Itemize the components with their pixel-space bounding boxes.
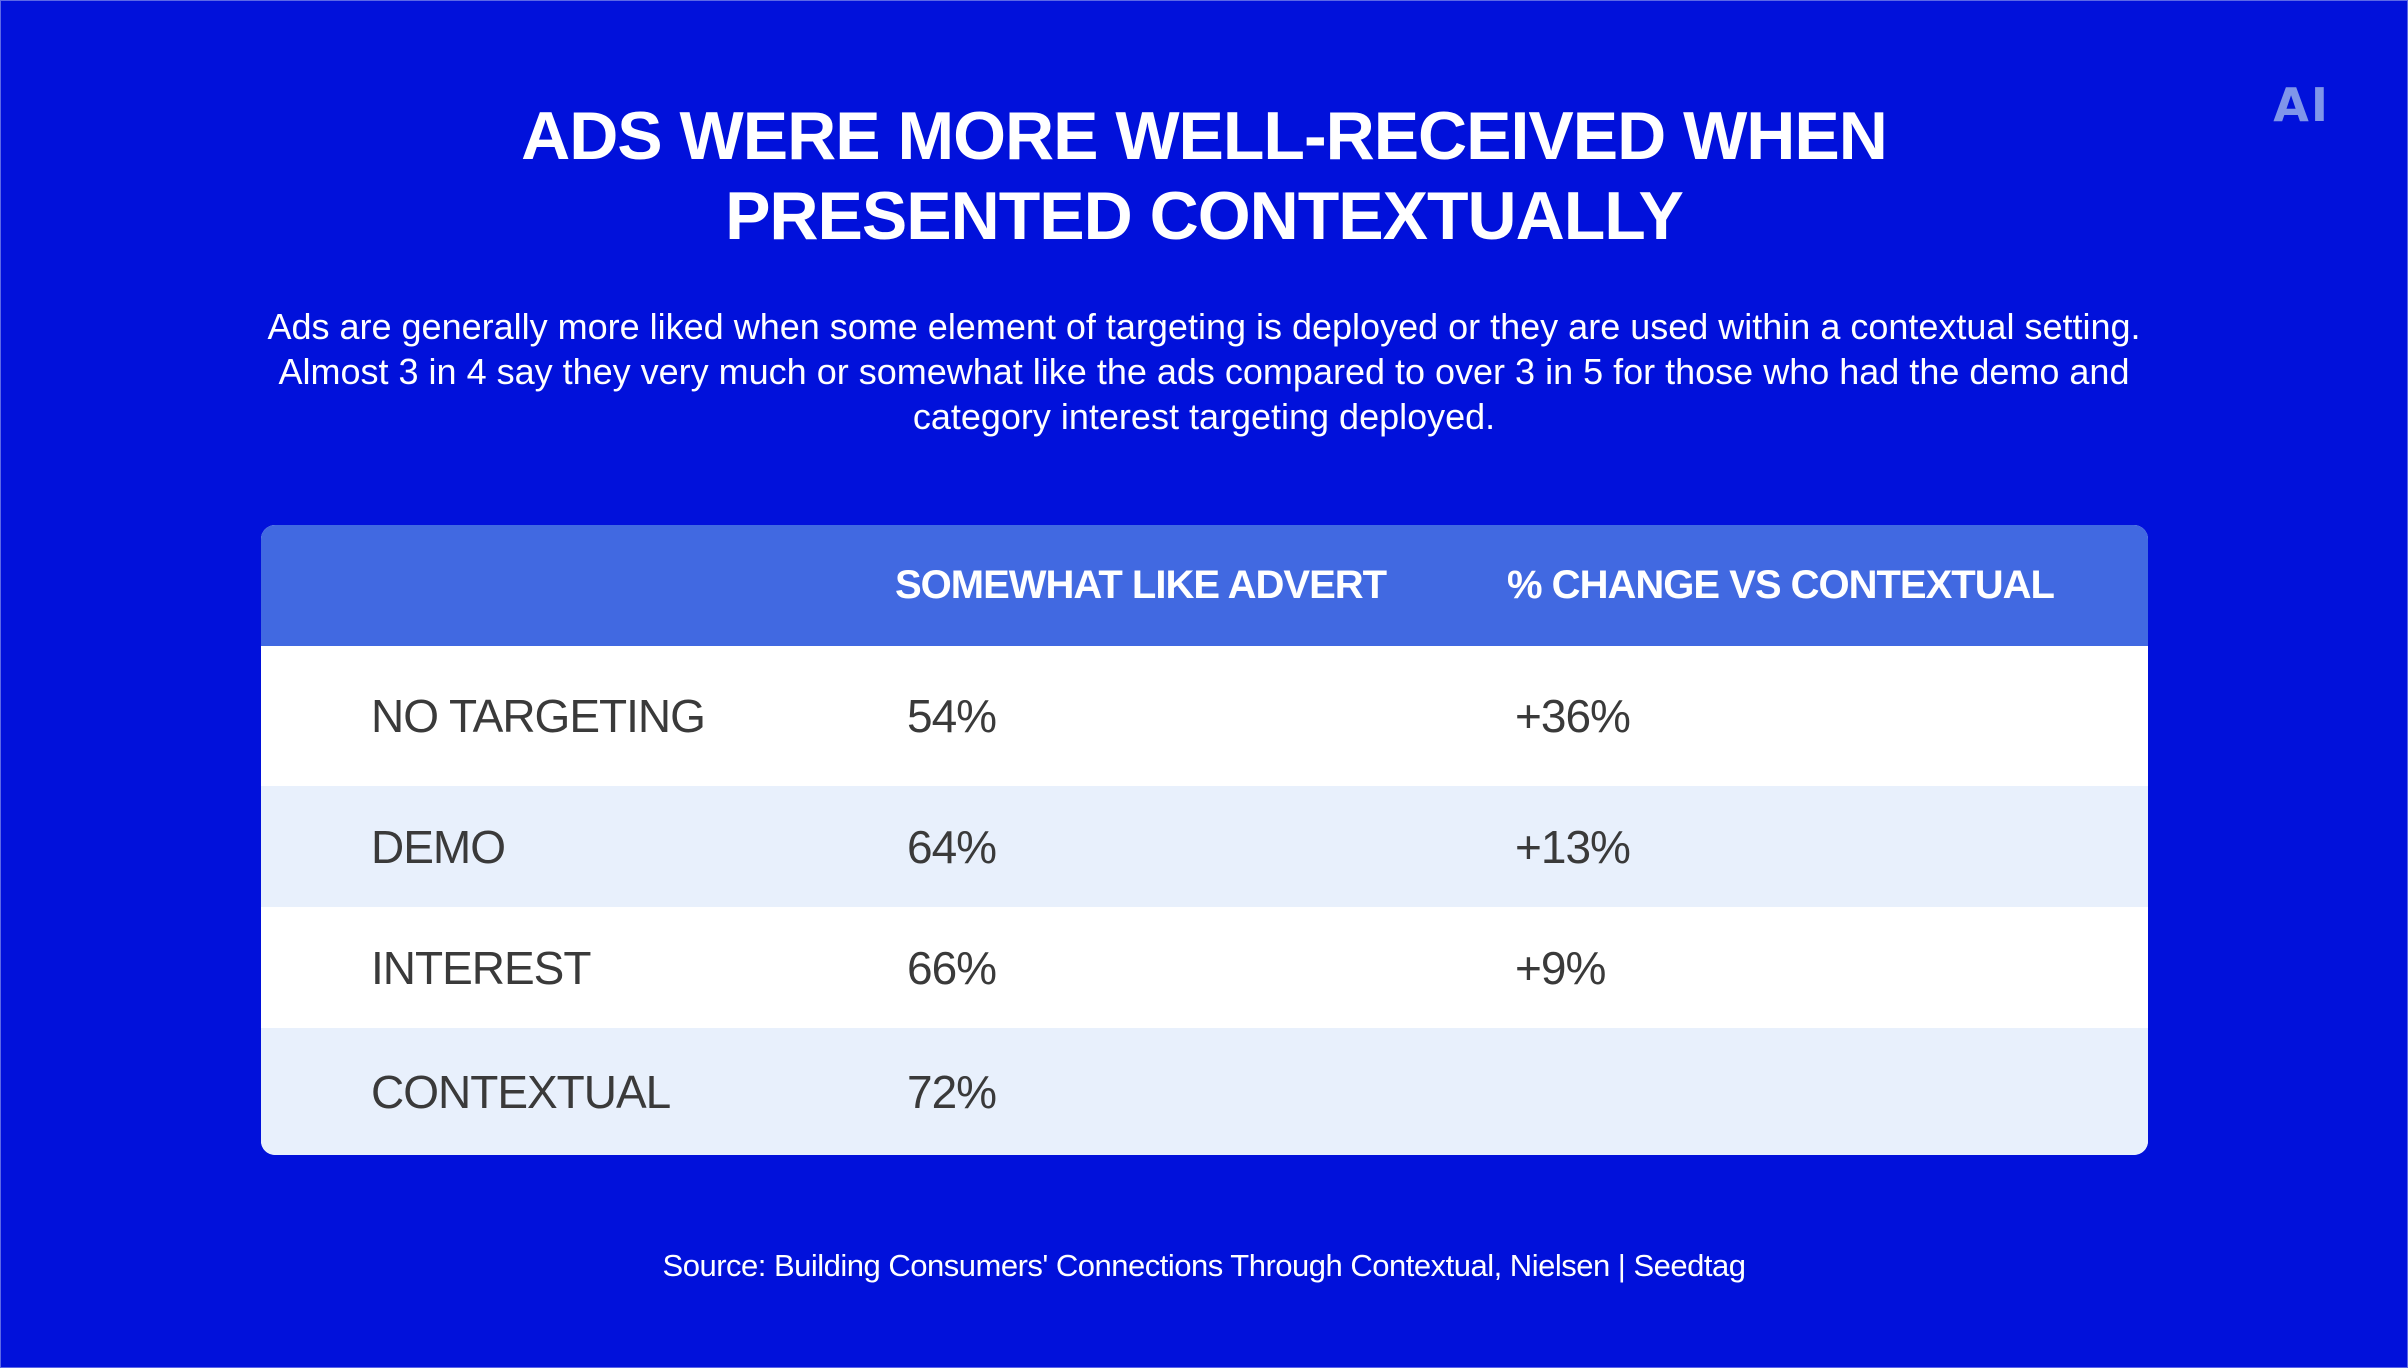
- row-label: INTEREST: [371, 941, 591, 994]
- change-value: +9%: [1515, 941, 1606, 994]
- row-label: DEMO: [371, 820, 506, 873]
- table-row: NO TARGETING 54% +36%: [261, 646, 2148, 786]
- like-value: 54%: [907, 690, 997, 742]
- table-row: DEMO 64% +13%: [261, 786, 2148, 907]
- table-header: SOMEWHAT LIKE ADVERT % CHANGE VS CONTEXT…: [261, 525, 2148, 646]
- page-subtitle: Ads are generally more liked when some e…: [267, 306, 2141, 437]
- brand-logo: AI: [2273, 78, 2330, 132]
- table-row: CONTEXTUAL 72%: [261, 1028, 2148, 1155]
- column-header-somewhat-like: SOMEWHAT LIKE ADVERT: [895, 563, 1387, 607]
- change-value: +13%: [1515, 820, 1631, 873]
- like-value: 72%: [907, 1065, 997, 1118]
- change-value: +36%: [1515, 690, 1631, 742]
- table-row: INTEREST 66% +9%: [261, 907, 2148, 1028]
- like-value: 66%: [907, 941, 997, 994]
- row-label: NO TARGETING: [371, 690, 706, 742]
- column-header-change: % CHANGE VS CONTEXTUAL: [1507, 563, 2055, 607]
- data-table: SOMEWHAT LIKE ADVERT % CHANGE VS CONTEXT…: [261, 525, 2148, 1155]
- page-title: ADS WERE MORE WELL-RECEIVED WHEN PRESENT…: [521, 98, 1888, 254]
- row-label: CONTEXTUAL: [371, 1065, 671, 1118]
- source-note: Source: Building Consumers' Connections …: [662, 1248, 1746, 1283]
- like-value: 64%: [907, 820, 997, 873]
